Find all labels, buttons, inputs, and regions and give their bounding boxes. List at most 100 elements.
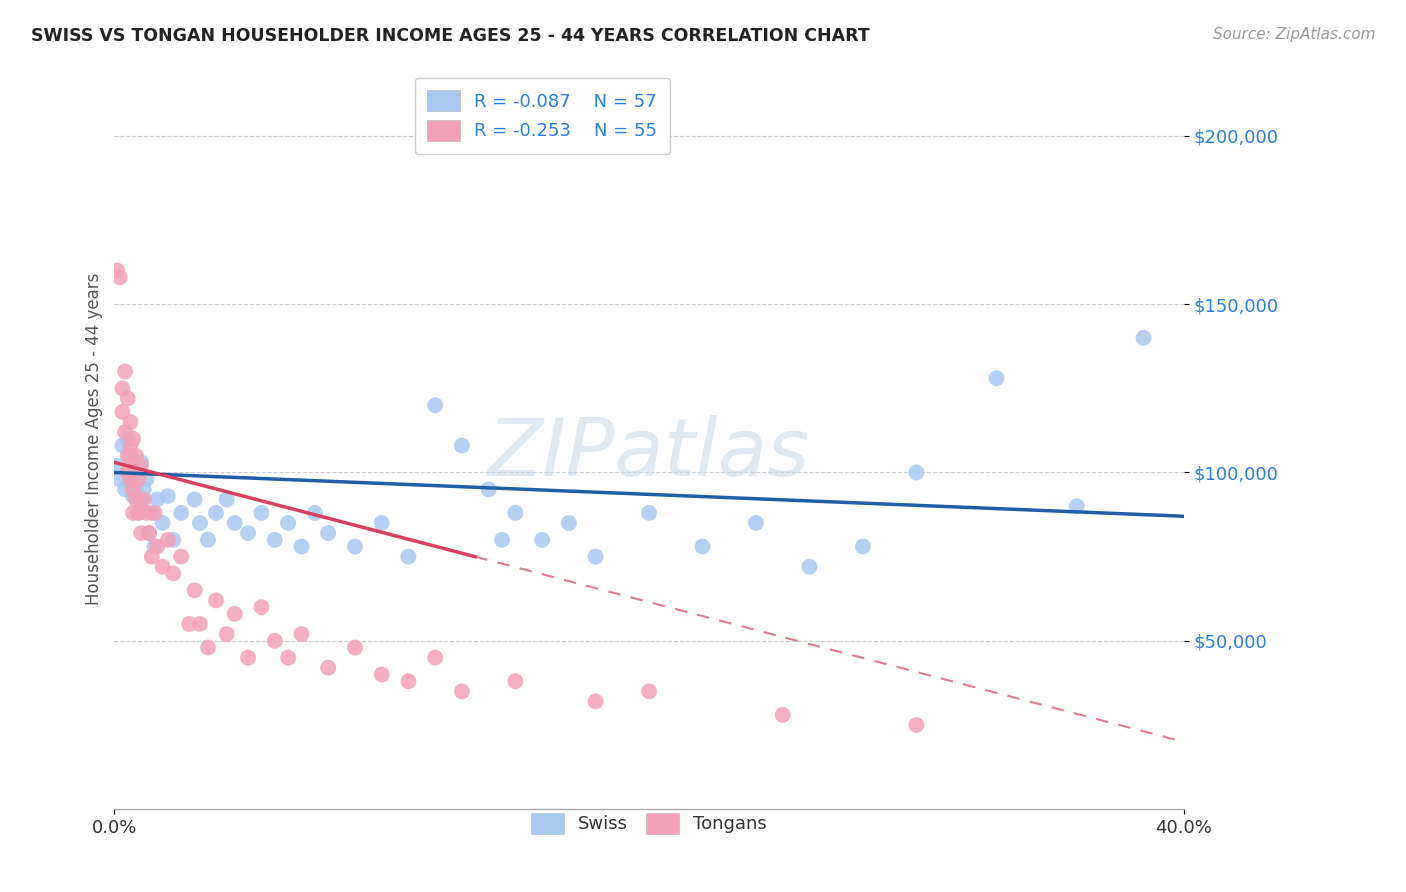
Point	[224, 516, 246, 530]
Point	[343, 640, 366, 655]
Point	[105, 458, 128, 473]
Point	[111, 439, 134, 453]
Point	[398, 674, 420, 689]
Point	[205, 506, 228, 520]
Point	[585, 549, 607, 564]
Point	[117, 449, 139, 463]
Point	[250, 600, 273, 615]
Y-axis label: Householder Income Ages 25 - 44 years: Householder Income Ages 25 - 44 years	[86, 273, 103, 605]
Point	[152, 516, 174, 530]
Point	[179, 617, 201, 632]
Point	[290, 540, 312, 554]
Point	[183, 492, 205, 507]
Point	[236, 526, 259, 541]
Point	[135, 506, 157, 520]
Point	[224, 607, 246, 621]
Point	[370, 667, 392, 681]
Point	[745, 516, 768, 530]
Point	[120, 475, 142, 490]
Point	[370, 516, 392, 530]
Point	[138, 526, 160, 541]
Point	[120, 472, 142, 486]
Point	[135, 472, 157, 486]
Point	[117, 466, 139, 480]
Point	[183, 583, 205, 598]
Point	[114, 364, 136, 378]
Text: Source: ZipAtlas.com: Source: ZipAtlas.com	[1212, 27, 1375, 42]
Point	[127, 506, 149, 520]
Point	[138, 526, 160, 541]
Point	[152, 559, 174, 574]
Point	[531, 533, 554, 547]
Point	[638, 506, 661, 520]
Point	[505, 674, 527, 689]
Point	[146, 540, 169, 554]
Point	[585, 694, 607, 708]
Point	[120, 439, 142, 453]
Point	[215, 627, 238, 641]
Point	[114, 483, 136, 497]
Point	[117, 432, 139, 446]
Point	[451, 684, 474, 698]
Point	[105, 263, 128, 277]
Point	[491, 533, 513, 547]
Point	[125, 466, 148, 480]
Point	[478, 483, 501, 497]
Point	[108, 270, 131, 285]
Point	[188, 516, 211, 530]
Point	[117, 392, 139, 406]
Point	[127, 506, 149, 520]
Point	[125, 483, 148, 497]
Point	[129, 455, 152, 469]
Point	[162, 566, 184, 581]
Point	[398, 549, 420, 564]
Point	[799, 559, 821, 574]
Point	[156, 489, 179, 503]
Point	[156, 533, 179, 547]
Point	[188, 617, 211, 632]
Point	[122, 506, 145, 520]
Point	[120, 449, 142, 463]
Point	[120, 415, 142, 429]
Point	[114, 425, 136, 439]
Point	[129, 492, 152, 507]
Legend: Swiss, Tongans: Swiss, Tongans	[520, 802, 778, 845]
Point	[141, 506, 163, 520]
Point	[290, 627, 312, 641]
Point	[638, 684, 661, 698]
Point	[1066, 499, 1088, 513]
Point	[170, 549, 193, 564]
Point	[250, 506, 273, 520]
Point	[143, 540, 166, 554]
Point	[162, 533, 184, 547]
Point	[772, 707, 794, 722]
Point	[122, 489, 145, 503]
Point	[905, 718, 928, 732]
Point	[277, 650, 299, 665]
Text: SWISS VS TONGAN HOUSEHOLDER INCOME AGES 25 - 44 YEARS CORRELATION CHART: SWISS VS TONGAN HOUSEHOLDER INCOME AGES …	[31, 27, 870, 45]
Point	[111, 405, 134, 419]
Point	[111, 381, 134, 395]
Point	[117, 466, 139, 480]
Point	[170, 506, 193, 520]
Point	[122, 483, 145, 497]
Point	[143, 506, 166, 520]
Point	[692, 540, 714, 554]
Point	[125, 492, 148, 507]
Point	[122, 432, 145, 446]
Point	[425, 650, 447, 665]
Point	[108, 472, 131, 486]
Point	[505, 506, 527, 520]
Point	[129, 526, 152, 541]
Point	[316, 526, 339, 541]
Text: ZIPatlas: ZIPatlas	[488, 415, 810, 492]
Point	[197, 640, 219, 655]
Point	[129, 458, 152, 473]
Point	[120, 458, 142, 473]
Point	[852, 540, 875, 554]
Point	[277, 516, 299, 530]
Point	[558, 516, 581, 530]
Point	[146, 492, 169, 507]
Point	[132, 483, 155, 497]
Point	[1132, 331, 1154, 345]
